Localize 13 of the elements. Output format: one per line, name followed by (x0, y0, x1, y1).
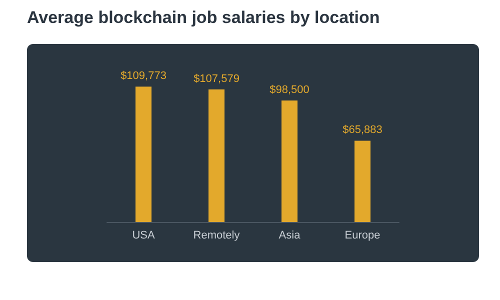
chart-title: Average blockchain job salaries by location (27, 8, 380, 28)
bar (136, 86, 152, 222)
data-label: $107,579 (194, 72, 240, 85)
x-tick-label: Asia (278, 230, 302, 242)
x-tick-label: Remotely (193, 230, 240, 242)
data-label: $98,500 (270, 84, 310, 96)
data-label: $65,883 (342, 124, 382, 136)
x-tick-label: USA (132, 230, 156, 242)
x-tick-label: Europe (344, 230, 380, 242)
bar (354, 140, 370, 222)
bar (208, 89, 224, 222)
bar (282, 100, 298, 222)
data-label: $109,773 (120, 70, 166, 82)
